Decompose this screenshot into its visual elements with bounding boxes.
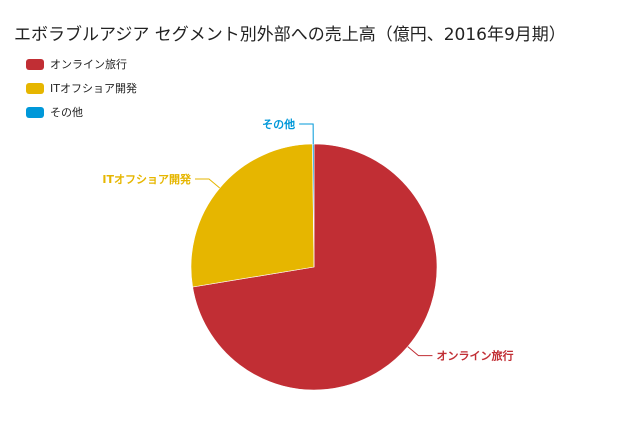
legend-swatch-it-offshore xyxy=(26,82,44,94)
legend-swatch-online-travel xyxy=(26,58,44,70)
slice-label-it-offshore: ITオフショア開発 xyxy=(102,172,192,186)
pie-slice-other[interactable] xyxy=(312,143,315,268)
chart-title: エボラブルアジア セグメント別外部への売上高（億円、2016年9月期） xyxy=(14,25,566,45)
label-line-other xyxy=(299,123,314,145)
legend-label-it-offshore: ITオフショア開発 xyxy=(50,82,137,95)
slice-label-other: その他 xyxy=(262,117,295,131)
legend-item-online-travel[interactable]: オンライン旅行 xyxy=(26,52,137,76)
legend-item-other[interactable]: その他 xyxy=(26,100,137,124)
legend-item-it-offshore[interactable]: ITオフショア開発 xyxy=(26,76,137,100)
slice-label-online-travel: オンライン旅行 xyxy=(436,349,513,363)
pie-slice-online-travel[interactable] xyxy=(192,143,438,391)
label-line-it-offshore xyxy=(194,178,221,189)
pie-slice-it-offshore[interactable] xyxy=(190,143,315,288)
legend: オンライン旅行 ITオフショア開発 その他 xyxy=(26,52,137,124)
label-line-online-travel xyxy=(407,346,433,357)
legend-label-online-travel: オンライン旅行 xyxy=(50,58,127,71)
legend-label-other: その他 xyxy=(50,106,83,119)
legend-swatch-other xyxy=(26,106,44,118)
